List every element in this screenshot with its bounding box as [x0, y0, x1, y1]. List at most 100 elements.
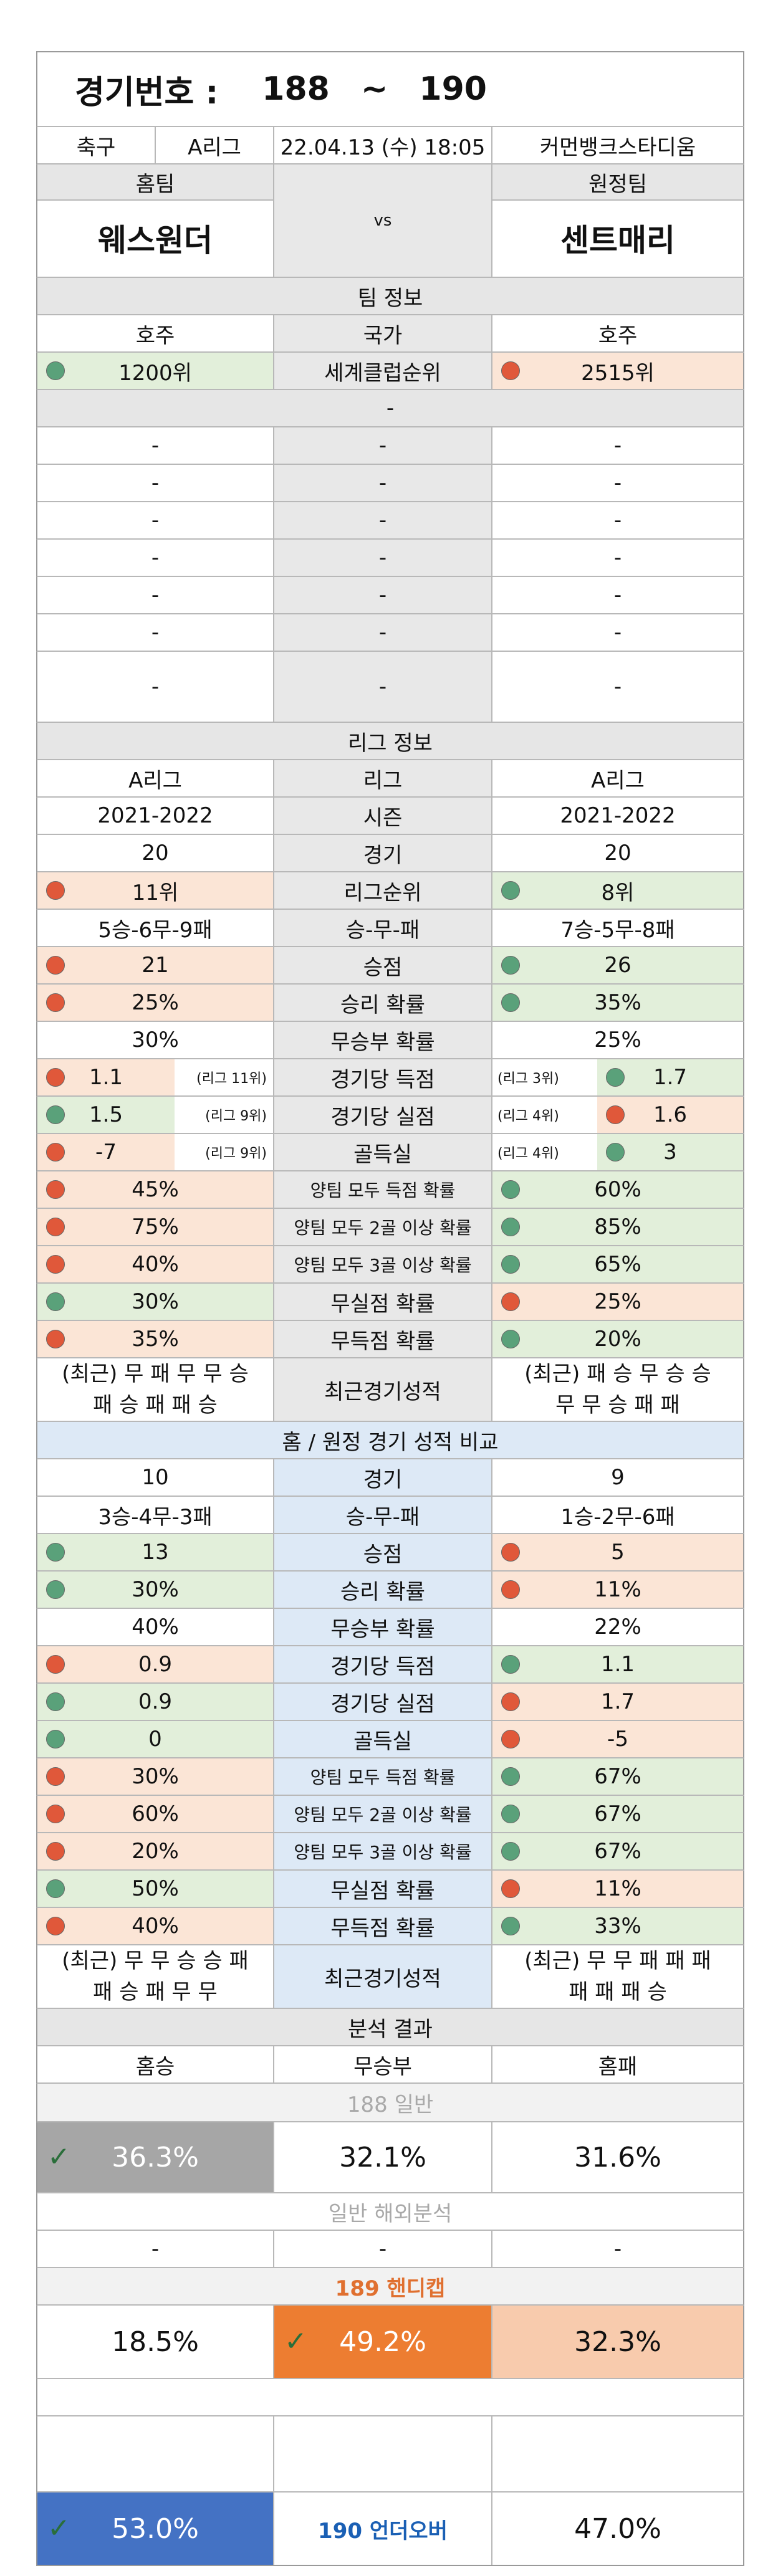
analysis-section-title: 분석 결과 — [37, 2009, 743, 2045]
empty-cell: - — [151, 508, 160, 533]
empty-cell: - — [613, 470, 622, 495]
red-indicator-icon — [46, 1218, 65, 1236]
home-ranked-number: -7 — [95, 1140, 117, 1165]
away-stat: 25% — [492, 1284, 743, 1320]
green-indicator-icon — [501, 1767, 520, 1786]
home-stat: 25% — [37, 985, 273, 1021]
stat-row: 21 승점 26 — [36, 947, 744, 985]
compare-header-row: 홈 / 원정 경기 성적 비교 — [36, 1422, 744, 1459]
home-stat: 30% — [37, 1022, 273, 1058]
away-ranked-value: 1.7 — [597, 1059, 743, 1095]
underover-row: ✓ 53.0% 190 언더오버 47.0% — [36, 2493, 744, 2566]
home-stat-value: 45% — [132, 1177, 179, 1202]
stat-label: 양팀 모두 2골 이상 확률 — [273, 1209, 492, 1245]
stat-row: 75% 양팀 모두 2골 이상 확률 85% — [36, 1209, 744, 1246]
stat-label: 무득점 확률 — [273, 1908, 492, 1944]
stat-label: 무승부 확률 — [273, 1609, 492, 1645]
away-stat-value: 11% — [594, 1876, 641, 1901]
stat-row: 3승-4무-3패 승-무-패 1승-2무-6패 — [36, 1497, 744, 1534]
league-probability-rows: 45% 양팀 모두 득점 확률 60% 75% 양팀 모두 2골 이상 확률 85% 40%… — [36, 1171, 744, 1358]
home-team-label: 홈팀 — [37, 165, 273, 201]
empty-cell: - — [613, 433, 622, 458]
away-league-rank: (리그 4위) — [492, 1097, 597, 1133]
empty-cell: - — [151, 674, 160, 699]
away-stat-value: 65% — [594, 1252, 641, 1277]
green-indicator-icon — [46, 1692, 65, 1711]
stat-row: 13 승점 5 — [36, 1534, 744, 1572]
away-stat: 22% — [492, 1609, 743, 1645]
stat-row: 0.9 경기당 득점 1.1 — [36, 1646, 744, 1684]
handicap-label-row: 189 핸디캡 — [36, 2268, 744, 2306]
away-stat: -5 — [492, 1721, 743, 1757]
away-stat: 60% — [492, 1171, 743, 1208]
title-label: 경기번호 : — [75, 74, 219, 112]
blank-spacer — [37, 2379, 743, 2415]
home-ranked-stat: -7 (리그 9위) — [37, 1134, 273, 1170]
away-stat-value: -5 — [607, 1727, 628, 1752]
compare-stat-rows: 10 경기 9 3승-4무-3패 승-무-패 1승-2무-6패 13 승점 5 30% 승리 확률 1… — [36, 1459, 744, 1945]
stat-row: 0.9 경기당 실점 1.7 — [36, 1684, 744, 1721]
away-ranked-number: 1.7 — [653, 1065, 688, 1090]
ranked-stat-row: -7 (리그 9위) 골득실 (리그 4위) 3 — [36, 1134, 744, 1171]
away-stat-value: 1.1 — [600, 1652, 635, 1677]
home-stat: 0.9 — [37, 1684, 273, 1720]
general-market-label: 188 일반 — [37, 2084, 743, 2121]
green-indicator-icon — [46, 361, 65, 380]
stat-row: 11위 리그순위 8위 — [36, 872, 744, 910]
ranked-stat-row: 1.5 (리그 9위) 경기당 실점 (리그 4위) 1.6 — [36, 1097, 744, 1134]
green-indicator-icon — [501, 956, 520, 975]
green-indicator-icon — [46, 1105, 65, 1124]
blank-away — [492, 2416, 743, 2491]
league-info-header-row: 리그 정보 — [36, 723, 744, 760]
home-stat: 20 — [37, 835, 273, 871]
stat-row: 30% 승리 확률 11% — [36, 1572, 744, 1609]
away-stat: 67% — [492, 1796, 743, 1832]
home-stat: 10 — [37, 1459, 273, 1496]
blank-row-2 — [36, 2416, 744, 2493]
away-stat: 7승-5무-8패 — [492, 910, 743, 946]
home-stat: 13 — [37, 1534, 273, 1570]
home-stat: 40% — [37, 1609, 273, 1645]
empty-info-row: --- — [36, 540, 744, 577]
vs-label: vs — [273, 165, 492, 277]
away-stat-value: 67% — [594, 1801, 641, 1826]
stat-label: 무득점 확률 — [273, 1321, 492, 1357]
red-indicator-icon — [501, 1543, 520, 1562]
check-icon: ✓ — [47, 2141, 70, 2173]
home-stat: 11위 — [37, 872, 273, 909]
home-stat-value: 40% — [132, 1914, 179, 1939]
green-indicator-icon — [46, 1543, 65, 1562]
draw-label: 무승부 — [273, 2046, 492, 2082]
green-indicator-icon — [46, 1730, 65, 1748]
over-pct: 47.0% — [574, 2512, 661, 2545]
home-stat-value: 0.9 — [138, 1652, 173, 1677]
home-ranked-stat: 1.5 (리그 9위) — [37, 1097, 273, 1133]
away-compare-recent-line1: (최근) 무 무 패 패 패 — [524, 1949, 711, 1973]
stat-label: 양팀 모두 2골 이상 확률 — [273, 1796, 492, 1832]
empty-cell: - — [613, 620, 622, 645]
handicap-draw-value: 49.2% — [339, 2326, 426, 2358]
empty-cell: - — [151, 583, 160, 608]
stat-label: 무실점 확률 — [273, 1284, 492, 1320]
away-stat: 9 — [492, 1459, 743, 1496]
empty-cell: - — [151, 620, 160, 645]
home-stat-value: 40% — [132, 1615, 179, 1639]
green-indicator-icon — [501, 1330, 520, 1348]
match-from: 188 — [262, 70, 330, 108]
home-stat: 35% — [37, 1321, 273, 1357]
green-indicator-icon — [46, 1879, 65, 1898]
home-ranked-value: 1.5 — [37, 1097, 175, 1133]
league-recent-row: (최근) 무 패 무 무 승 패 승 패 패 승 최근경기성적 (최근) 패 승… — [36, 1358, 744, 1422]
home-league: A리그 — [128, 768, 182, 793]
away-stat: 20% — [492, 1321, 743, 1357]
home-stat-value: 25% — [132, 990, 179, 1015]
away-stat-value: 26 — [604, 953, 631, 978]
home-stat-value: 10 — [142, 1465, 169, 1490]
handicap-home-pct: 18.5% — [112, 2326, 199, 2358]
handicap-draw-pct: ✓ 49.2% — [273, 2306, 492, 2378]
stat-label: 양팀 모두 3골 이상 확률 — [273, 1246, 492, 1282]
overseas-draw: - — [273, 2231, 492, 2267]
stat-label: 무실점 확률 — [273, 1871, 492, 1907]
empty-cell: - — [613, 508, 622, 533]
red-indicator-icon — [501, 1580, 520, 1599]
